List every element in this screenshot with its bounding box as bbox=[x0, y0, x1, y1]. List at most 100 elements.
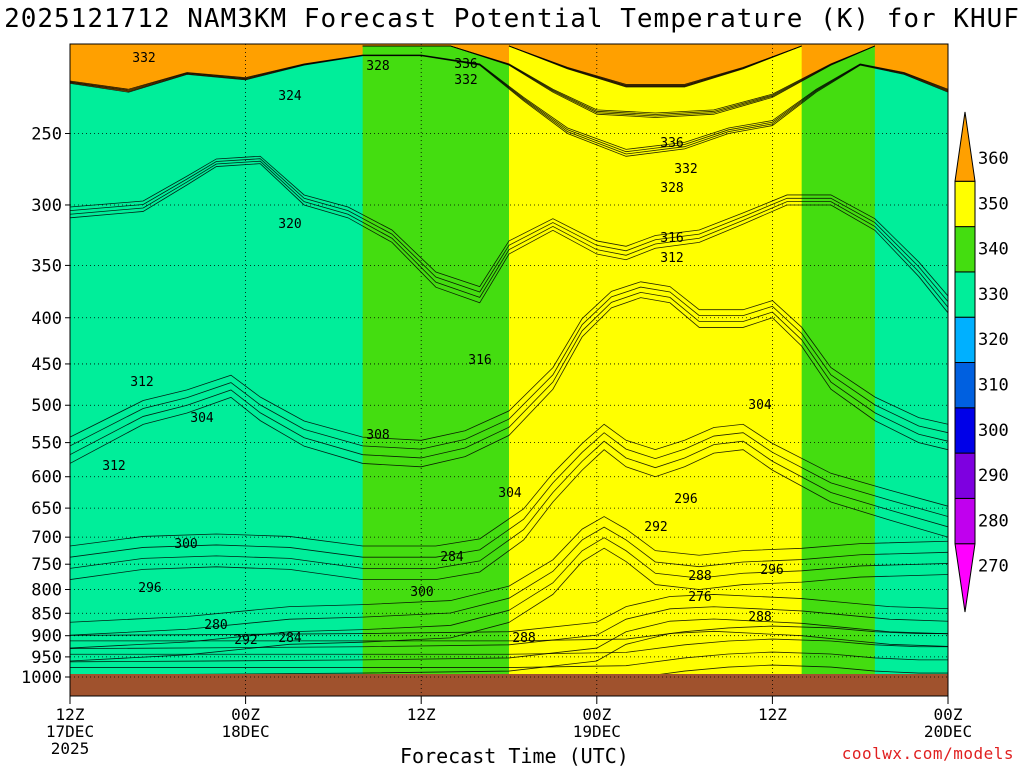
contour-label-30: 280 bbox=[204, 618, 227, 633]
ytick-label-650: 650 bbox=[31, 499, 62, 519]
contour-label-7: 328 bbox=[660, 181, 683, 196]
isotherm-310-2 bbox=[70, 286, 948, 450]
contour-label-2: 336 bbox=[454, 57, 477, 72]
isotherm-330-2 bbox=[70, 54, 948, 153]
contour-label-20: 300 bbox=[174, 537, 197, 552]
isotherm-290-3 bbox=[70, 516, 948, 623]
contour-label-6: 332 bbox=[674, 162, 697, 177]
ytick-label-900: 900 bbox=[31, 627, 62, 647]
contour-label-5: 336 bbox=[660, 136, 683, 151]
colorbar-label-350: 350 bbox=[978, 194, 1009, 214]
contour-label-19: 292 bbox=[644, 520, 667, 535]
contour-label-14: 304 bbox=[190, 411, 214, 426]
isotherm-270-1 bbox=[70, 651, 948, 668]
ytick-label-450: 450 bbox=[31, 355, 62, 375]
xtick-label-60-1: 20DEC bbox=[924, 722, 972, 741]
isotherm-320-0 bbox=[70, 163, 948, 314]
contour-label-22: 288 bbox=[688, 569, 711, 584]
xtick-label-24-0: 12Z bbox=[407, 705, 436, 724]
ytick-label-1000: 1000 bbox=[21, 668, 62, 688]
xtick-label-0-0: 12Z bbox=[56, 705, 85, 724]
contour-label-29: 288 bbox=[748, 610, 771, 625]
xtick-label-12-1: 18DEC bbox=[222, 722, 270, 741]
ytick-label-950: 950 bbox=[31, 648, 62, 668]
isotherm-310-3 bbox=[70, 281, 948, 441]
contour-label-11: 316 bbox=[468, 353, 491, 368]
isotherm-320-2 bbox=[70, 158, 948, 302]
ytick-label-250: 250 bbox=[31, 124, 62, 144]
contour-label-28: 276 bbox=[688, 590, 711, 605]
contour-label-3: 332 bbox=[454, 73, 477, 88]
colorbar-label-320: 320 bbox=[978, 330, 1009, 350]
xtick-label-48-0: 12Z bbox=[758, 705, 787, 724]
ytick-label-850: 850 bbox=[31, 604, 62, 624]
xtick-label-0-1: 17DEC bbox=[46, 722, 94, 741]
isotherm-270-3 bbox=[70, 625, 948, 642]
colorbar-segment-320 bbox=[954, 316, 976, 364]
ytick-label-550: 550 bbox=[31, 434, 62, 454]
contour-label-10: 312 bbox=[660, 251, 683, 266]
colorbar-label-340: 340 bbox=[978, 240, 1009, 260]
contour-label-8: 320 bbox=[278, 217, 301, 232]
xtick-label-0-2: 2025 bbox=[51, 739, 90, 758]
contour-label-13: 308 bbox=[366, 428, 389, 443]
isotherm-310-0 bbox=[70, 297, 948, 468]
contour-label-18: 296 bbox=[674, 492, 697, 507]
contour-label-9: 316 bbox=[660, 231, 683, 246]
ytick-label-500: 500 bbox=[31, 396, 62, 416]
xtick-label-60-0: 00Z bbox=[934, 705, 963, 724]
colorbar-segment-280 bbox=[954, 497, 976, 545]
isotherm-350-3 bbox=[508, 45, 802, 85]
isotherm-300-1 bbox=[70, 440, 948, 569]
colorbar-label-290: 290 bbox=[978, 466, 1009, 486]
contour-label-25: 292 bbox=[234, 633, 257, 648]
colorbar-segment-360 bbox=[954, 111, 976, 182]
isotherm-340-3 bbox=[362, 45, 875, 114]
colorbar-label-300: 300 bbox=[978, 421, 1009, 441]
isotherm-300-0 bbox=[70, 449, 948, 580]
ytick-label-400: 400 bbox=[31, 309, 62, 329]
isotherm-330-3 bbox=[70, 54, 948, 150]
isotherm-290-0 bbox=[70, 547, 948, 662]
colorbar-segment-310 bbox=[954, 362, 976, 409]
colorbar-segment-340 bbox=[954, 226, 976, 273]
isotherm-300-3 bbox=[70, 423, 948, 547]
contour-label-12: 312 bbox=[130, 375, 153, 390]
contour-label-31: 296 bbox=[138, 581, 161, 596]
plot-frame bbox=[69, 43, 949, 697]
isotherm-280-0 bbox=[175, 630, 948, 674]
colorbar-label-360: 360 bbox=[978, 149, 1009, 169]
isotherm-280-1 bbox=[70, 618, 948, 663]
isotherm-280-2 bbox=[70, 606, 948, 650]
ytick-label-700: 700 bbox=[31, 528, 62, 548]
contour-label-26: 288 bbox=[512, 631, 535, 646]
colorbar-segment-300 bbox=[954, 407, 976, 454]
colorbar-segment-290 bbox=[954, 452, 976, 499]
isotherm-270-0 bbox=[659, 664, 948, 674]
band-350 bbox=[509, 46, 802, 674]
contour-label-23: 296 bbox=[760, 563, 783, 578]
ytick-label-600: 600 bbox=[31, 468, 62, 488]
x-axis-label: Forecast Time (UTC) bbox=[400, 744, 629, 768]
isotherm-280-3 bbox=[70, 594, 948, 636]
ytick-label-750: 750 bbox=[31, 555, 62, 575]
contour-label-16: 312 bbox=[102, 459, 125, 474]
ytick-label-800: 800 bbox=[31, 581, 62, 601]
xtick-label-12-0: 00Z bbox=[231, 705, 260, 724]
chart-title: 2025121712 NAM3KM Forecast Potential Tem… bbox=[4, 4, 1020, 34]
colorbar-segment-350 bbox=[954, 180, 976, 228]
ytick-label-300: 300 bbox=[31, 196, 62, 216]
isotherm-320-1 bbox=[70, 160, 948, 308]
contour-label-21: 284 bbox=[440, 550, 464, 565]
colorbar-label-310: 310 bbox=[978, 376, 1009, 396]
contour-label-15: 304 bbox=[748, 398, 772, 413]
colorbar-label-270: 270 bbox=[978, 557, 1009, 577]
contour-label-0: 332 bbox=[132, 51, 155, 66]
contour-label-17: 304 bbox=[498, 486, 522, 501]
credit-link[interactable]: coolwx.com/models bbox=[841, 744, 1014, 763]
xtick-label-36-1: 19DEC bbox=[573, 722, 621, 741]
xtick-label-36-0: 00Z bbox=[582, 705, 611, 724]
isotherm-270-2 bbox=[70, 638, 948, 655]
isotherm-330-1 bbox=[70, 55, 948, 155]
